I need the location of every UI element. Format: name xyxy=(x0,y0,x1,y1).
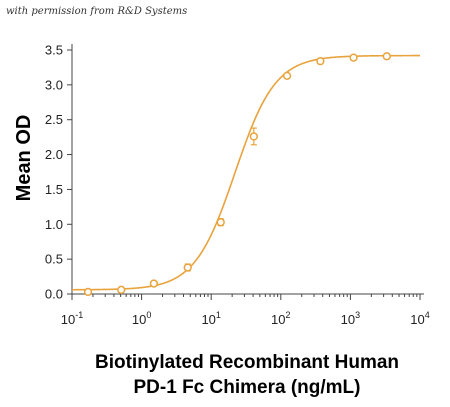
data-point xyxy=(149,279,159,288)
data-point xyxy=(282,71,292,80)
data-point xyxy=(249,132,258,141)
y-tick-label: 2.0 xyxy=(45,147,63,162)
y-tick-label: 0.5 xyxy=(45,252,63,267)
y-tick-label: 1.0 xyxy=(45,217,63,232)
permission-note: with permission from R&D Systems xyxy=(6,6,188,17)
y-tick-label: 3.5 xyxy=(45,43,63,58)
x-axis-title-line1: Biotinylated Recombinant Human xyxy=(95,352,399,373)
y-axis-title: Mean OD xyxy=(13,115,35,202)
x-tick-label: 10-1 xyxy=(61,310,83,327)
x-tick-label: 100 xyxy=(132,310,151,327)
y-tick-label: 2.5 xyxy=(45,112,63,127)
x-tick-label: 101 xyxy=(201,310,220,327)
y-tick-label: 0.0 xyxy=(45,287,63,302)
fit-curve xyxy=(71,54,420,291)
plot-area xyxy=(71,52,420,297)
y-tick-label: 1.5 xyxy=(45,182,63,197)
data-point xyxy=(83,287,93,297)
x-axis-title-line2: PD-1 Fc Chimera (ng/mL) xyxy=(134,377,361,398)
x-tick-label: 104 xyxy=(410,310,429,327)
data-point xyxy=(117,285,126,294)
data-point xyxy=(382,52,391,61)
data-point xyxy=(349,53,358,62)
data-point xyxy=(316,57,325,66)
x-tick-label: 103 xyxy=(341,310,360,327)
x-tick-label: 102 xyxy=(271,310,290,327)
y-tick-label: 3.0 xyxy=(45,77,63,92)
data-point xyxy=(216,218,225,227)
axes xyxy=(71,44,424,295)
data-point xyxy=(183,263,192,272)
ticks: 0.0 0.5 1.0 1.5 2.0 2.5 3.0 3.5 10-1 100 101 102 103… xyxy=(45,43,430,328)
